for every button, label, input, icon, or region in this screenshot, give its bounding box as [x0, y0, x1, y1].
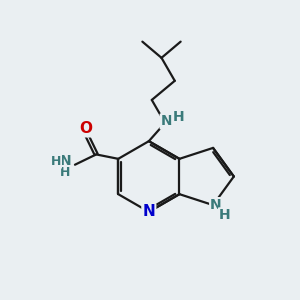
Text: N: N: [210, 198, 222, 212]
Text: H: H: [51, 155, 61, 168]
Text: H: H: [172, 110, 184, 124]
Text: H: H: [60, 166, 71, 179]
Text: N: N: [142, 204, 155, 219]
Text: O: O: [80, 121, 92, 136]
Text: H: H: [219, 208, 231, 222]
Text: N: N: [161, 114, 172, 128]
Text: N: N: [60, 154, 71, 168]
